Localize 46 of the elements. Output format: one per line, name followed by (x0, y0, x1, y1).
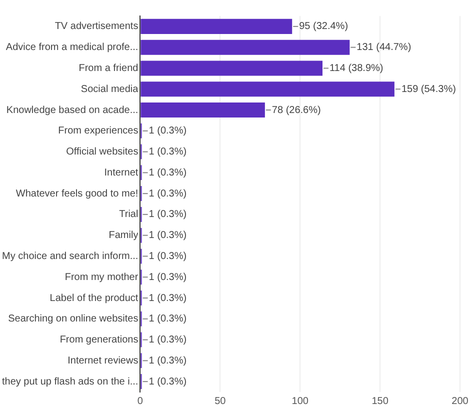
y-tick-label: From a friend (78, 62, 138, 74)
y-tick-label: they put up flash ads on the i... (2, 376, 138, 388)
y-tick-label: My choice and search inform... (2, 250, 138, 262)
y-tick-label: TV advertisements (54, 21, 138, 32)
data-label: 1 (0.3%) (148, 314, 187, 325)
y-tick-label: Advice from a medical profe... (6, 42, 138, 54)
data-label: 1 (0.3%) (148, 334, 187, 346)
data-label: 131 (44.7%) (356, 42, 412, 54)
bar (140, 82, 394, 97)
y-tick-label: Family (108, 230, 138, 242)
data-label: 1 (0.3%) (148, 209, 187, 220)
y-tick-label: Searching on online websites (8, 314, 138, 325)
y-tick-label: Internet (104, 167, 138, 178)
data-label: 1 (0.3%) (148, 272, 187, 283)
x-tick-label: 150 (372, 396, 389, 407)
y-tick-label: From experiences (58, 126, 138, 137)
x-tick-label: 200 (452, 396, 469, 407)
x-tick-label: 100 (292, 396, 309, 407)
data-label: 114 (38.9%) (329, 62, 384, 74)
y-tick-label: Social media (80, 84, 139, 95)
data-label: 159 (54.3%) (401, 84, 456, 95)
x-tick-label: 0 (137, 396, 144, 407)
bar (140, 102, 265, 118)
y-tick-label: From generations (60, 334, 138, 346)
y-tick-label: Trial (119, 209, 138, 220)
data-label: 1 (0.3%) (148, 126, 187, 137)
y-tick-label: Knowledge based on acade... (6, 104, 138, 116)
data-label: 1 (0.3%) (148, 250, 187, 262)
x-tick-label: 50 (214, 396, 226, 407)
bar (140, 60, 322, 76)
data-label: 1 (0.3%) (148, 167, 187, 178)
data-label: 95 (32.4%) (299, 21, 348, 32)
data-label: 1 (0.3%) (148, 230, 187, 242)
y-tick-label: Label of the product (50, 292, 138, 304)
data-label: 78 (26.6%) (272, 104, 321, 116)
data-label: 1 (0.3%) (148, 376, 187, 388)
bar (140, 40, 350, 55)
data-label: 1 (0.3%) (148, 188, 187, 200)
data-label: 1 (0.3%) (148, 292, 187, 304)
y-tick-label: Whatever feels good to me! (16, 188, 138, 200)
y-tick-label: Internet reviews (68, 355, 138, 366)
bar (140, 18, 292, 34)
y-tick-label: From my mother (64, 272, 139, 283)
data-label: 1 (0.3%) (148, 146, 187, 158)
data-label: 1 (0.3%) (148, 355, 187, 366)
y-tick-label: Official websites (66, 146, 138, 158)
